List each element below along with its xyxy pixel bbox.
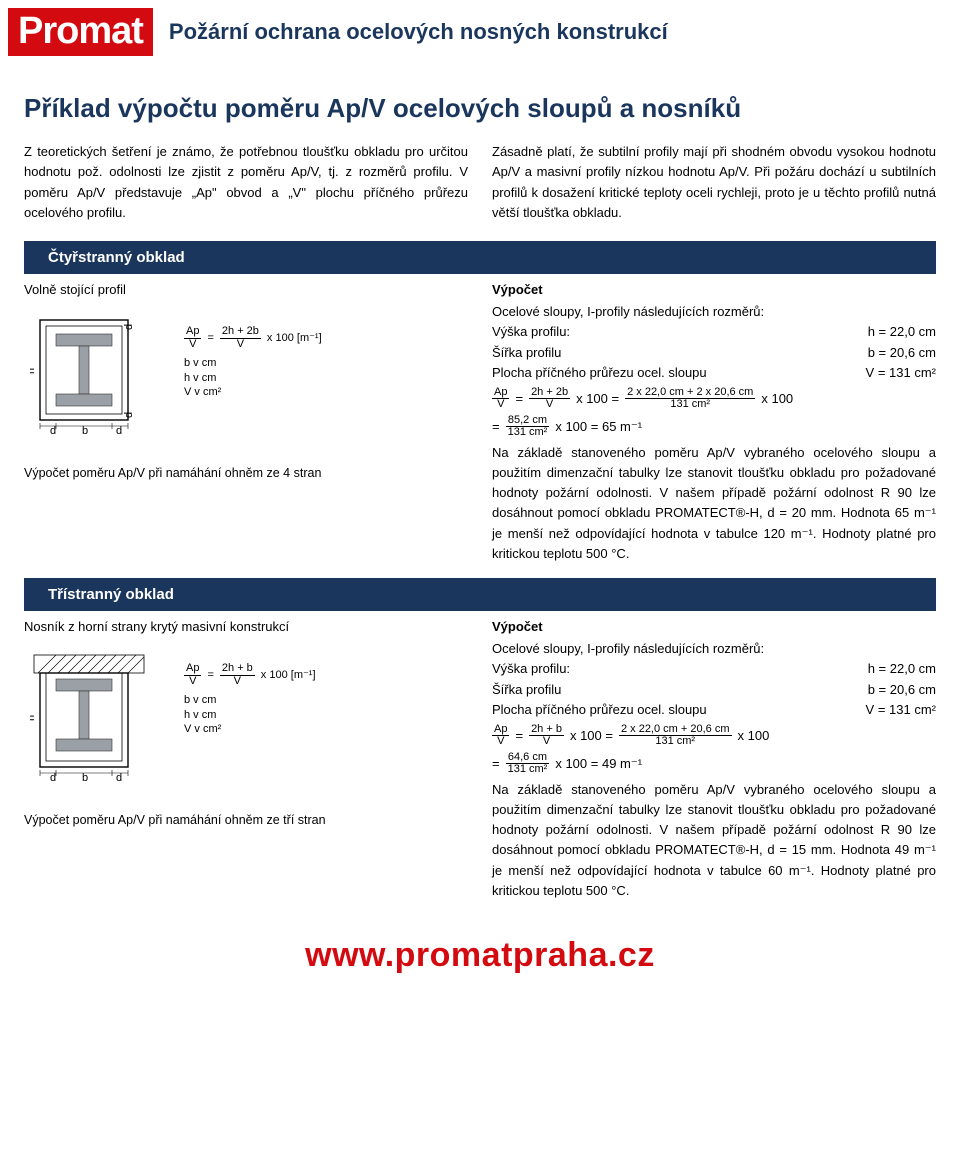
sec3-formula-num: 2h + b: [220, 663, 255, 676]
sec4-eq-den: 131 cm²: [668, 399, 712, 411]
sec4-eq-1: ApV = 2h + 2bV x 100 = 2 x 22,0 cm + 2 x…: [492, 387, 936, 411]
section-4-right: Výpočet Ocelové sloupy, I-profily násled…: [492, 280, 936, 564]
svg-text:d: d: [116, 772, 122, 784]
sec3-eq-den: 131 cm²: [653, 736, 697, 748]
sec4-param-h-label: Výška profilu:: [492, 322, 868, 342]
sec4-param-v-label: Plocha příčného průřezu ocel. sloupu: [492, 363, 866, 383]
section-3-left: Nosník z horní strany krytý masivní kons…: [24, 617, 468, 901]
sec3-param-v-label: Plocha příčného průřezu ocel. sloupu: [492, 700, 866, 720]
sec3-eq2-res: x 100 = 49 m⁻¹: [555, 754, 642, 774]
svg-text:d: d: [50, 772, 56, 784]
sec4-param-h: Výška profilu: h = 22,0 cm: [492, 322, 936, 342]
intro-left: Z teoretických šetření je známo, že potř…: [24, 142, 468, 223]
section-3-right: Výpočet Ocelové sloupy, I-profily násled…: [492, 617, 936, 901]
sec3-eq-suffix: x 100: [738, 726, 770, 746]
sec3-unit-b: b v cm: [184, 693, 316, 707]
sec3-formula: ApV = 2h + bV x 100 [m⁻¹] b v cm h v cm …: [184, 651, 316, 736]
sec4-formula-unit: x 100 [m⁻¹]: [267, 331, 322, 345]
sec4-unit-b: b v cm: [184, 356, 322, 370]
sec4-param-b-label: Šířka profilu: [492, 343, 868, 363]
sec3-param-v-val: V = 131 cm²: [866, 700, 936, 720]
svg-text:b: b: [82, 772, 88, 784]
sec3-calc-title: Výpočet: [492, 617, 936, 637]
sec4-eq2-den: 131 cm²: [506, 427, 550, 439]
svg-text:h: h: [30, 368, 37, 374]
section-bar-4: Čtyřstranný obklad: [24, 241, 936, 274]
header: Promat Požární ochrana ocelových nosných…: [0, 0, 960, 64]
sec4-diagram-zone: h d d d b d ApV = 2h + 2bV x 100 [m⁻¹]: [30, 314, 468, 454]
sec4-formula-num: 2h + 2b: [220, 326, 261, 339]
svg-text:d: d: [123, 324, 135, 330]
section-4-left: Volně stojící profil h d d d b d: [24, 280, 468, 564]
sec4-param-b-val: b = 20,6 cm: [868, 343, 936, 363]
sec4-body: Na základě stanoveného poměru Ap/V vybra…: [492, 443, 936, 564]
sec3-param-b-label: Šířka profilu: [492, 680, 868, 700]
sec3-param-b-val: b = 20,6 cm: [868, 680, 936, 700]
sec4-param-v: Plocha příčného průřezu ocel. sloupu V =…: [492, 363, 936, 383]
svg-text:d: d: [123, 412, 135, 418]
section-4: Volně stojící profil h d d d b d: [0, 274, 960, 570]
three-sided-diagram: h d b d: [30, 651, 160, 801]
sec4-eq-2: = 85,2 cm131 cm² x 100 = 65 m⁻¹: [492, 415, 936, 439]
sec4-eq2-res: x 100 = 65 m⁻¹: [555, 417, 642, 437]
sec3-unit-h: h v cm: [184, 708, 316, 722]
footer-url: www.promatpraha.cz: [0, 907, 960, 1000]
sec4-calc-intro: Ocelové sloupy, I-profily následujících …: [492, 302, 936, 322]
section-bar-3: Třístranný obklad: [24, 578, 936, 611]
sec3-diagram-zone: h d b d ApV = 2h + bV x 100 [m⁻¹] b v cm…: [30, 651, 468, 801]
sec4-formula: ApV = 2h + 2bV x 100 [m⁻¹] b v cm h v cm…: [184, 314, 322, 399]
sec4-calc-title: Výpočet: [492, 280, 936, 300]
sec4-left-title: Volně stojící profil: [24, 280, 468, 300]
sec4-param-v-val: V = 131 cm²: [866, 363, 936, 383]
sec3-eq-1: ApV = 2h + bV x 100 = 2 x 22,0 cm + 20,6…: [492, 724, 936, 748]
four-sided-diagram: h d d d b d: [30, 314, 160, 454]
svg-text:h: h: [30, 715, 37, 721]
sec4-unit-h: h v cm: [184, 371, 322, 385]
sec4-caption: Výpočet poměru Ap/V při namáhání ohněm z…: [24, 464, 468, 483]
brand-logo: Promat: [8, 8, 153, 56]
sec3-eq-2: = 64,6 cm131 cm² x 100 = 49 m⁻¹: [492, 752, 936, 776]
svg-text:d: d: [116, 425, 122, 437]
header-title: Požární ochrana ocelových nosných konstr…: [169, 15, 668, 49]
svg-text:d: d: [50, 425, 56, 437]
sec4-eq-suffix: x 100: [761, 389, 793, 409]
sec3-param-b: Šířka profilu b = 20,6 cm: [492, 680, 936, 700]
sec3-caption: Výpočet poměru Ap/V při namáhání ohněm z…: [24, 811, 468, 830]
sec3-body: Na základě stanoveného poměru Ap/V vybra…: [492, 780, 936, 901]
sec3-left-title: Nosník z horní strany krytý masivní kons…: [24, 617, 468, 637]
svg-text:b: b: [82, 425, 88, 437]
sec3-calc-intro: Ocelové sloupy, I-profily následujících …: [492, 639, 936, 659]
sec4-param-h-val: h = 22,0 cm: [868, 322, 936, 342]
intro-right: Zásadně platí, že subtilní profily mají …: [492, 142, 936, 223]
section-3: Nosník z horní strany krytý masivní kons…: [0, 611, 960, 907]
sec4-param-b: Šířka profilu b = 20,6 cm: [492, 343, 936, 363]
sec3-param-h-label: Výška profilu:: [492, 659, 868, 679]
sec3-param-v: Plocha příčného průřezu ocel. sloupu V =…: [492, 700, 936, 720]
intro-columns: Z teoretických šetření je známo, že potř…: [0, 136, 960, 233]
sec3-unit-v: V v cm²: [184, 722, 316, 736]
sec3-param-h-val: h = 22,0 cm: [868, 659, 936, 679]
page-title: Příklad výpočtu poměru Ap/V ocelových sl…: [0, 64, 960, 136]
sec3-formula-unit: x 100 [m⁻¹]: [261, 668, 316, 682]
sec3-param-h: Výška profilu: h = 22,0 cm: [492, 659, 936, 679]
sec3-eq2-den: 131 cm²: [506, 764, 550, 776]
sec4-unit-v: V v cm²: [184, 385, 322, 399]
